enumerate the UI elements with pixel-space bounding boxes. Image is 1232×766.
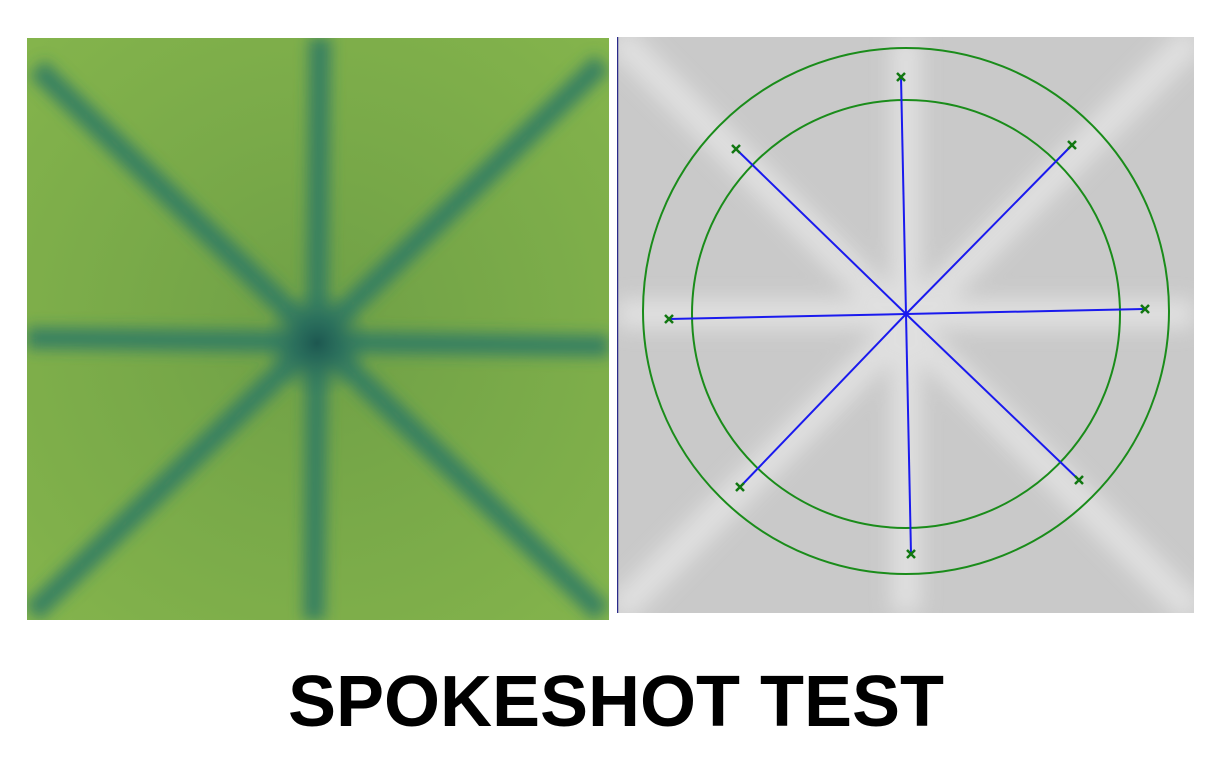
page-title: SPOKESHOT TEST <box>287 662 945 742</box>
inner-circle <box>691 99 1121 529</box>
spoke-line-1 <box>900 76 907 315</box>
spoke-line-4 <box>905 313 1080 481</box>
film-image <box>27 38 609 620</box>
spoke-marker-7 <box>664 314 674 324</box>
spoke-line-6 <box>739 313 907 488</box>
spoke-line-3 <box>905 308 1146 315</box>
spoke-line-5 <box>905 313 912 555</box>
spoke-marker-5 <box>906 549 916 559</box>
spoke-marker-2 <box>1067 140 1077 150</box>
spoke-marker-8 <box>731 144 741 154</box>
film-center-spot <box>262 288 372 398</box>
spoke-marker-3 <box>1140 304 1150 314</box>
outer-circle <box>642 47 1170 575</box>
spoke-marker-6 <box>735 482 745 492</box>
spoke-line-2 <box>905 144 1073 315</box>
spoke-lines <box>668 76 1146 555</box>
analysis-image-svg <box>617 37 1194 613</box>
spoke-line-8 <box>735 148 907 315</box>
spoke-line-7 <box>668 313 907 320</box>
spoke-marker-1 <box>896 72 906 82</box>
spoke-marker-4 <box>1074 475 1084 485</box>
spoke-markers <box>664 72 1150 559</box>
analysis-image <box>617 37 1194 613</box>
film-image-svg <box>27 38 609 620</box>
